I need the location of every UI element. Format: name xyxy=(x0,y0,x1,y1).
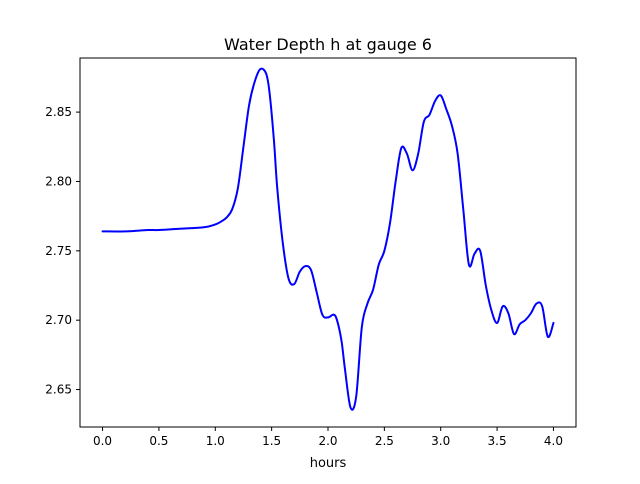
y-tick-label: 2.65 xyxy=(45,383,72,397)
x-tick-label: 1.0 xyxy=(206,434,225,448)
y-tick-label: 2.80 xyxy=(45,174,72,188)
x-axis-label: hours xyxy=(310,456,347,471)
x-tick-label: 4.0 xyxy=(544,434,563,448)
x-tick-label: 3.0 xyxy=(431,434,450,448)
x-tick-label: 3.5 xyxy=(488,434,507,448)
series-line xyxy=(101,67,555,411)
chart-title: Water Depth h at gauge 6 xyxy=(224,35,432,54)
x-tick-label: 0.0 xyxy=(93,434,112,448)
x-tick-label: 0.5 xyxy=(149,434,168,448)
x-tick-label: 2.5 xyxy=(375,434,394,448)
y-axis-ticks: 2.65 2.70 2.75 2.80 2.85 xyxy=(45,105,80,397)
x-axis-ticks: 0.0 0.5 1.0 1.5 2.0 2.5 3.0 3.5 4.0 xyxy=(93,427,563,448)
y-tick-label: 2.70 xyxy=(45,313,72,327)
plot-frame xyxy=(79,57,577,428)
y-tick-label: 2.85 xyxy=(45,105,72,119)
y-tick-label: 2.75 xyxy=(45,244,72,258)
x-tick-label: 1.5 xyxy=(262,434,281,448)
x-tick-label: 2.0 xyxy=(318,434,337,448)
